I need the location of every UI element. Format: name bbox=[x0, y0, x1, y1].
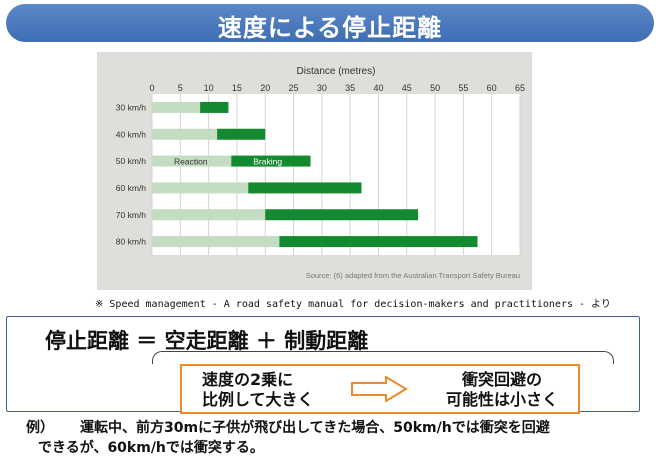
bar-reaction bbox=[152, 209, 266, 221]
page-title: 速度による停止距離 bbox=[217, 14, 443, 42]
y-tick-label: 60 km/h bbox=[116, 183, 147, 193]
y-tick-label: 30 km/h bbox=[116, 102, 147, 112]
x-tick-label: 65 bbox=[515, 83, 525, 93]
right-arrow-icon bbox=[351, 376, 408, 402]
bar-braking bbox=[265, 209, 419, 221]
right-line-1: 衝突回避の bbox=[462, 370, 543, 389]
speed-effect-left: 速度の2乗に 比例して大きく bbox=[202, 370, 314, 410]
x-tick-label: 15 bbox=[232, 83, 242, 93]
example-line-2: できるが、60km/hでは衝突する。 bbox=[38, 440, 264, 456]
y-tick-label: 70 km/h bbox=[116, 210, 147, 220]
bar-reaction bbox=[152, 155, 232, 167]
formula-text: 停止距離 ＝ 空走距離 ＋ 制動距離 bbox=[45, 329, 369, 353]
example-label: 例） bbox=[26, 420, 54, 436]
y-tick-label: 50 km/h bbox=[116, 156, 147, 166]
chart-panel: Distance (metres) 0 5 10 15 20 25 30 35 40 45 50 55 6… bbox=[97, 52, 532, 290]
x-tick-label: 60 bbox=[487, 83, 497, 93]
y-tick-label: 40 km/h bbox=[116, 129, 147, 139]
speed-effect-box: 速度の2乗に 比例して大きく 衝突回避の 可能性は小さく bbox=[180, 364, 580, 414]
x-axis-title: Distance (metres) bbox=[297, 66, 376, 77]
y-tick-label: 80 km/h bbox=[116, 237, 147, 247]
x-tick-label: 25 bbox=[289, 83, 299, 93]
bar-braking bbox=[200, 101, 229, 113]
x-tick-label: 20 bbox=[260, 83, 270, 93]
brace-line bbox=[152, 351, 614, 364]
x-tick-label: 30 bbox=[317, 83, 327, 93]
bar-reaction bbox=[152, 101, 201, 113]
bar-reaction bbox=[152, 236, 280, 248]
example-line-1: 運転中、前方30mに子供が飛び出してきた場合、50km/hでは衝突を回避 bbox=[80, 420, 550, 436]
x-tick-label: 40 bbox=[373, 83, 383, 93]
left-line-1: 速度の2乗に bbox=[202, 370, 294, 389]
x-tick-label: 5 bbox=[178, 83, 183, 93]
plot-area bbox=[152, 94, 520, 255]
x-tick-label: 50 bbox=[430, 83, 440, 93]
bar-reaction bbox=[152, 128, 218, 140]
x-tick-label: 10 bbox=[204, 83, 214, 93]
left-line-2: 比例して大きく bbox=[202, 390, 314, 409]
title-banner: 速度による停止距離 bbox=[6, 4, 654, 42]
x-tick-label: 35 bbox=[345, 83, 355, 93]
bar-braking bbox=[217, 128, 266, 140]
bar-reaction bbox=[152, 182, 249, 194]
stopping-distance-chart: Distance (metres) 0 5 10 15 20 25 30 35 40 45 50 55 6… bbox=[116, 66, 525, 280]
bar-braking bbox=[248, 182, 362, 194]
x-tick-label: 0 bbox=[149, 83, 154, 93]
speed-effect-right: 衝突回避の 可能性は小さく bbox=[446, 370, 558, 410]
bar-braking bbox=[279, 236, 478, 248]
bar-braking bbox=[231, 155, 311, 167]
series-label-braking: Braking bbox=[253, 157, 282, 167]
x-tick-label: 45 bbox=[402, 83, 412, 93]
right-line-2: 可能性は小さく bbox=[446, 390, 559, 409]
series-label-reaction: Reaction bbox=[174, 157, 208, 167]
x-tick-label: 55 bbox=[458, 83, 468, 93]
chart-source: Source: (6) adapted from the Australian … bbox=[306, 271, 520, 280]
source-note: ※ Speed management - A road safety manua… bbox=[95, 299, 611, 310]
